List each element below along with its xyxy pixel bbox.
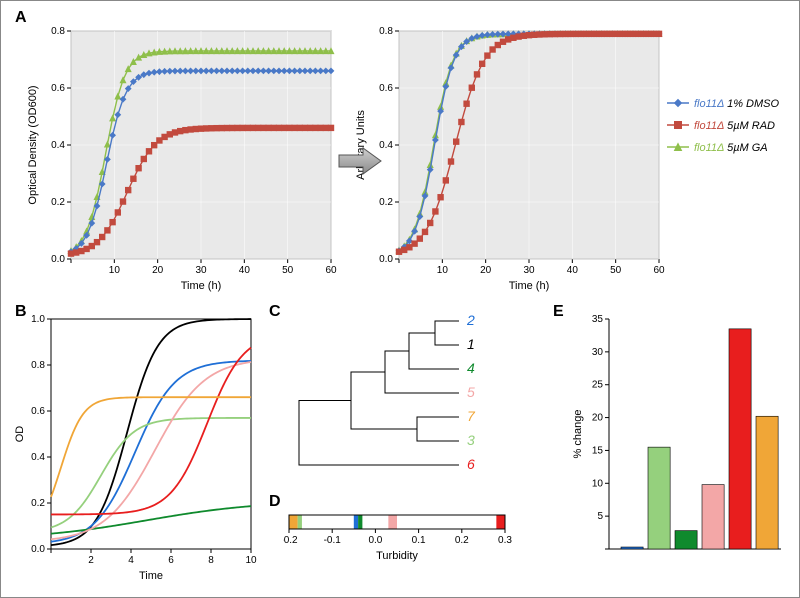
svg-text:30: 30 [592,347,604,358]
svg-text:0.2: 0.2 [379,197,393,208]
svg-text:20: 20 [592,413,604,424]
svg-text:5: 5 [597,511,603,522]
svg-text:0.0: 0.0 [31,544,45,555]
arrow-icon [337,146,383,176]
panel-d-turbidity: -0.2 -0.1 0.0 0.1 0.2 0.3 Turbidity [283,509,513,581]
svg-text:4: 4 [128,555,134,566]
svg-text:10: 10 [245,555,257,566]
svg-text:2: 2 [466,312,475,328]
svg-text:Turbidity: Turbidity [376,550,418,562]
svg-text:30: 30 [523,265,535,276]
svg-text:2: 2 [88,555,94,566]
svg-text:Optical Density (OD600): Optical Density (OD600) [27,85,39,204]
svg-text:8: 8 [208,555,214,566]
svg-text:0.0: 0.0 [51,254,65,265]
svg-text:40: 40 [239,265,251,276]
panel-e-barchart: 5 10 15 20 25 30 35 % change [569,309,789,589]
svg-text:0.8: 0.8 [31,360,45,371]
svg-text:40: 40 [567,265,579,276]
svg-text:10: 10 [437,265,449,276]
svg-text:0.4: 0.4 [51,140,65,151]
svg-text:15: 15 [592,445,604,456]
svg-text:1.0: 1.0 [31,314,45,325]
svg-text:6: 6 [467,456,475,472]
svg-text:60: 60 [653,265,665,276]
svg-text:25: 25 [592,380,604,391]
svg-text:50: 50 [610,265,622,276]
svg-text:flo11Δ 5µM GA: flo11Δ 5µM GA [694,142,768,154]
svg-text:-0.2: -0.2 [283,535,298,546]
svg-text:0.0: 0.0 [368,535,382,546]
svg-text:50: 50 [282,265,294,276]
svg-text:20: 20 [480,265,492,276]
panel-label-e: E [553,303,564,321]
svg-text:0.8: 0.8 [51,26,65,37]
panel-label-c: C [269,303,281,321]
svg-text:60: 60 [325,265,337,276]
svg-text:6: 6 [168,555,174,566]
svg-text:0.2: 0.2 [455,535,469,546]
svg-text:30: 30 [195,265,207,276]
svg-text:0.2: 0.2 [31,498,45,509]
svg-text:0.3: 0.3 [498,535,512,546]
svg-text:0.2: 0.2 [51,197,65,208]
svg-text:Time: Time [139,570,163,582]
svg-text:-0.1: -0.1 [324,535,342,546]
svg-text:Time (h): Time (h) [509,280,550,292]
panel-a-chart: 10 20 30 40 50 60 0.0 0.2 0.4 0.6 0.8 Time (h) Optic… [11,13,789,293]
panel-b-chart: 2 4 6 8 10 0.0 0.2 0.4 0.6 0.8 1.0 Time OD [11,309,261,589]
svg-text:flo11Δ 1% DMSO: flo11Δ 1% DMSO [694,98,779,110]
svg-text:0.8: 0.8 [379,26,393,37]
svg-text:10: 10 [592,478,604,489]
svg-text:0.0: 0.0 [379,254,393,265]
svg-text:0.4: 0.4 [31,452,45,463]
svg-text:20: 20 [152,265,164,276]
svg-text:Time (h): Time (h) [181,280,222,292]
svg-text:4: 4 [467,360,475,376]
svg-text:5: 5 [467,384,475,400]
svg-text:% change: % change [572,410,584,459]
svg-text:OD: OD [14,426,26,443]
svg-text:1: 1 [467,336,475,352]
svg-text:35: 35 [592,314,604,325]
panel-label-d: D [269,493,281,511]
svg-text:0.6: 0.6 [379,83,393,94]
svg-text:7: 7 [467,408,476,424]
svg-text:10: 10 [109,265,121,276]
svg-text:flo11Δ 5µM RAD: flo11Δ 5µM RAD [694,120,775,132]
svg-text:0.6: 0.6 [51,83,65,94]
svg-text:0.1: 0.1 [412,535,426,546]
panel-c-dendrogram: 2 1 4 5 7 3 6 [287,307,497,507]
svg-text:0.6: 0.6 [31,406,45,417]
svg-text:3: 3 [467,432,475,448]
